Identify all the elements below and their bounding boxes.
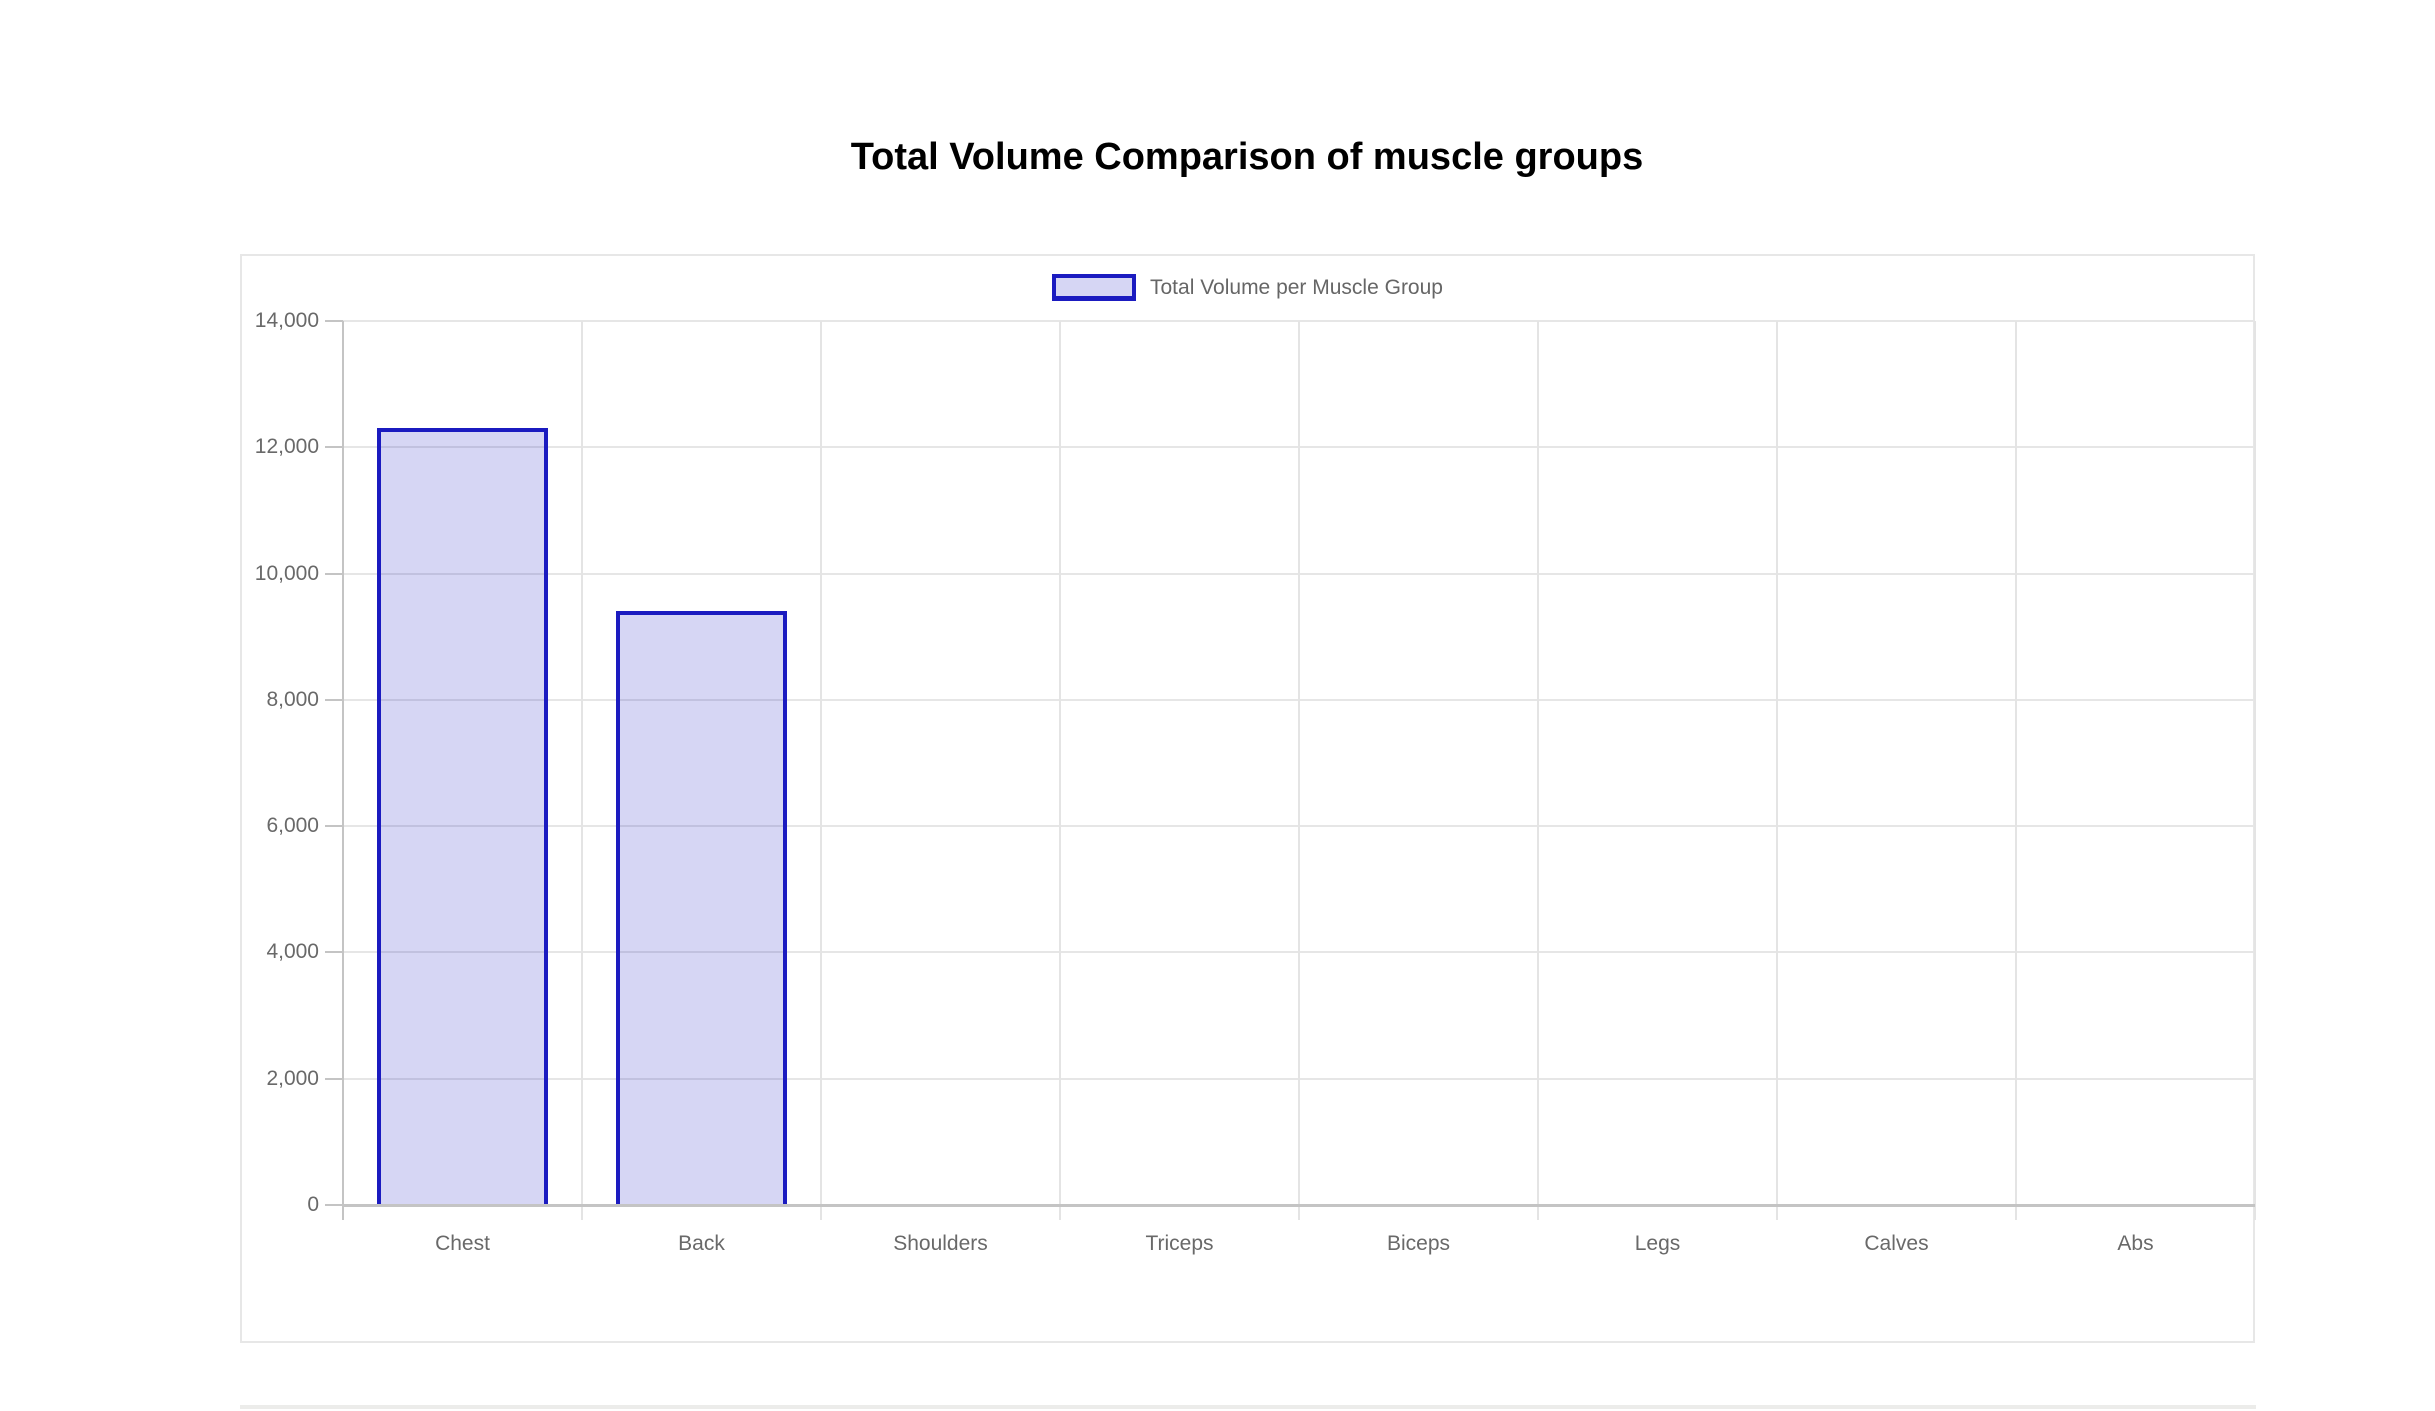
y-axis-tick-mark xyxy=(325,573,343,575)
x-axis-label-shoulders: Shoulders xyxy=(893,1232,988,1255)
x-axis-label-chest: Chest xyxy=(435,1232,490,1255)
chart-title: Total Volume Comparison of muscle groups xyxy=(850,136,1644,178)
x-axis-label-legs: Legs xyxy=(1634,1232,1681,1255)
x-axis-baseline xyxy=(343,1204,2255,1207)
x-axis-label-back: Back xyxy=(678,1232,725,1255)
y-axis-tick-mark xyxy=(325,1078,343,1080)
y-axis-tick-label: 10,000 xyxy=(254,562,319,585)
y-axis-tick-label: 0 xyxy=(307,1193,319,1216)
y-axis-tick-label: 6,000 xyxy=(266,814,319,837)
y-axis-tick-mark xyxy=(325,446,343,448)
bar-chest[interactable] xyxy=(377,428,548,1205)
bar-back[interactable] xyxy=(616,611,787,1205)
y-axis-tick-label: 4,000 xyxy=(266,940,319,963)
y-axis-tick-mark xyxy=(325,825,343,827)
x-axis-label-abs: Abs xyxy=(2117,1232,2154,1255)
chart-card: Total Volume per Muscle Group 14,000 12,0… xyxy=(240,254,2256,1343)
gridline-vertical xyxy=(2015,321,2017,1220)
y-axis-tick-label: 2,000 xyxy=(266,1067,319,1090)
y-axis-tick-label: 8,000 xyxy=(266,688,319,711)
bottom-divider xyxy=(240,1405,2256,1409)
x-axis-label-triceps: Triceps xyxy=(1145,1232,1214,1255)
y-axis-tick-mark xyxy=(325,699,343,701)
gridline-vertical xyxy=(581,321,583,1220)
y-axis-tick-label: 14,000 xyxy=(254,309,319,332)
y-axis-tick-mark xyxy=(325,320,343,322)
gridline-vertical xyxy=(1059,321,1061,1220)
y-axis-line xyxy=(342,321,344,1220)
gridline-vertical xyxy=(1537,321,1539,1220)
x-axis-label-calves: Calves xyxy=(1864,1232,1929,1255)
gridline-vertical xyxy=(1298,321,1300,1220)
chart-legend[interactable]: Total Volume per Muscle Group xyxy=(242,274,2253,301)
gridline-vertical xyxy=(2254,321,2256,1220)
legend-label: Total Volume per Muscle Group xyxy=(1150,275,1443,299)
plot-area: 14,000 12,000 10,000 8,000 6,000 4,000 2,000 0 … xyxy=(255,309,2256,1255)
y-axis-tick-mark xyxy=(325,951,343,953)
gridline-vertical xyxy=(1776,321,1778,1220)
gridline-vertical xyxy=(820,321,822,1220)
legend-swatch-icon xyxy=(1052,274,1136,301)
x-axis-label-biceps: Biceps xyxy=(1386,1232,1451,1255)
y-axis-tick-mark xyxy=(325,1204,343,1206)
y-axis-tick-label: 12,000 xyxy=(254,435,319,458)
